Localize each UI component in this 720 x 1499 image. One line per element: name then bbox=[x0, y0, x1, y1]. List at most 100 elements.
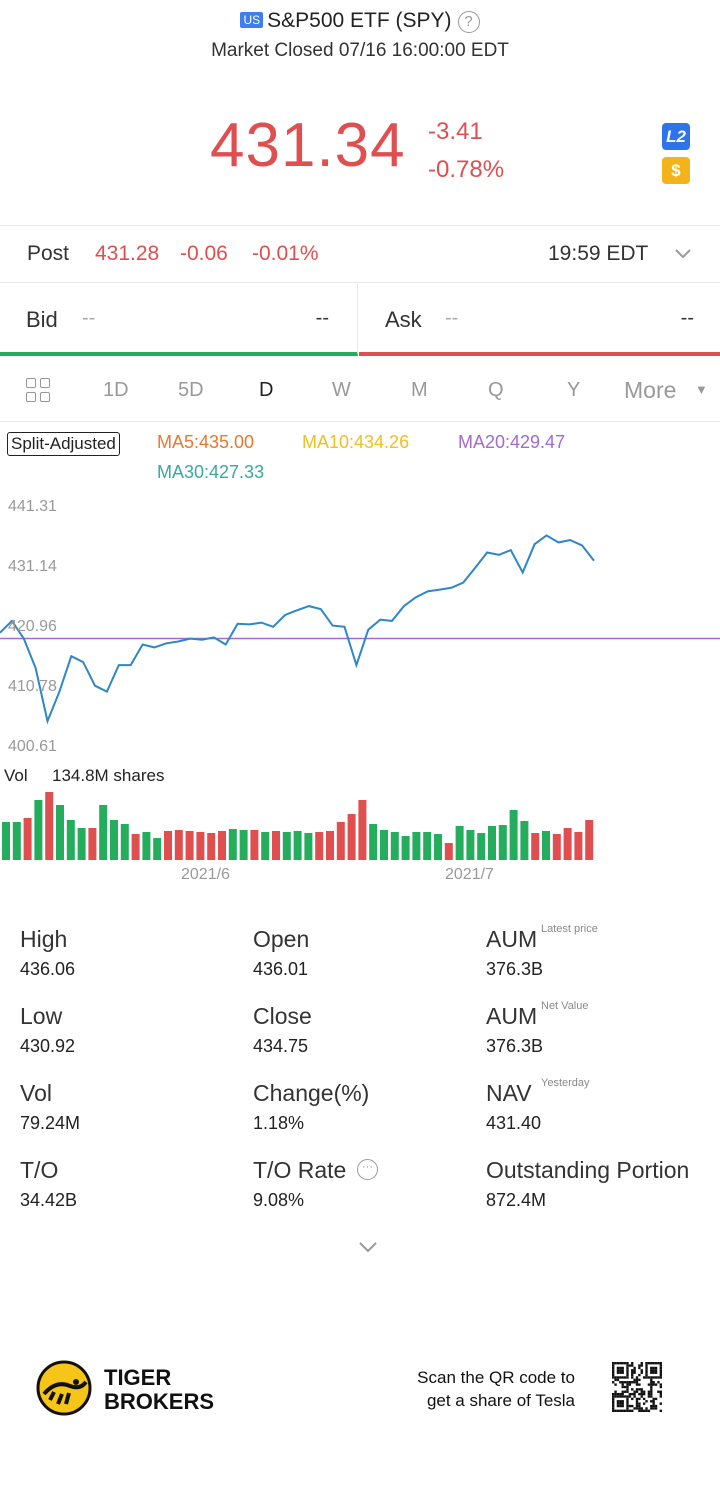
volume-bar bbox=[293, 831, 302, 860]
stat-value: 376.3B bbox=[486, 959, 544, 979]
volume-bar bbox=[218, 831, 226, 860]
volume-bar bbox=[239, 830, 248, 860]
volume-bar bbox=[142, 832, 151, 860]
volume-bar bbox=[88, 828, 97, 860]
stat-label: Change(%) bbox=[253, 1080, 370, 1106]
price-line bbox=[0, 534, 595, 725]
stat-value: 376.3B bbox=[486, 1036, 544, 1056]
header-title-row: US S&P500 ETF (SPY)? bbox=[0, 9, 720, 33]
stat-label: T/O bbox=[20, 1157, 59, 1183]
volume-bar bbox=[498, 825, 507, 860]
post-price: 431.28 bbox=[95, 242, 160, 265]
volume-bar bbox=[455, 826, 464, 860]
bid-label: Bid bbox=[26, 307, 58, 332]
volume-bar bbox=[390, 832, 399, 860]
volume-bar bbox=[196, 832, 205, 860]
post-label: Post bbox=[27, 242, 70, 265]
bid-price: -- bbox=[82, 307, 96, 329]
promo-text-line2: get a share of Tesla bbox=[426, 1391, 575, 1410]
tab-more[interactable]: More bbox=[624, 377, 677, 403]
price-chart[interactable] bbox=[0, 490, 720, 760]
volume-bar bbox=[120, 824, 129, 860]
volume-bar bbox=[401, 836, 410, 860]
volume-bar bbox=[347, 814, 356, 860]
currency-badge-icon[interactable]: $ bbox=[662, 157, 690, 184]
post-change-percent: -0.01% bbox=[252, 242, 319, 265]
volume-bar bbox=[444, 843, 453, 860]
y-tick-label: 441.31 bbox=[8, 498, 57, 515]
tab-q[interactable]: Q bbox=[488, 379, 504, 401]
chevron-down-icon[interactable] bbox=[674, 248, 692, 260]
stat-label: Vol bbox=[20, 1080, 52, 1106]
y-tick-label: 400.61 bbox=[8, 738, 57, 755]
volume-bar bbox=[56, 805, 64, 860]
volume-bar bbox=[531, 833, 540, 860]
market-status: Market Closed 07/16 16:00:00 EDT bbox=[211, 40, 509, 61]
post-market-row[interactable]: Post 431.28 -0.06 -0.01% 19:59 EDT bbox=[0, 225, 720, 283]
volume-bar bbox=[207, 833, 216, 860]
grid-layout-icon[interactable] bbox=[26, 378, 51, 403]
stat-value: 9.08% bbox=[253, 1190, 305, 1210]
volume-bar bbox=[228, 829, 237, 860]
volume-bar bbox=[250, 830, 259, 860]
level2-badge-icon[interactable]: L2 bbox=[662, 123, 690, 150]
tab-d[interactable]: D bbox=[259, 379, 274, 401]
split-adjusted-toggle[interactable]: Split-Adjusted bbox=[7, 432, 120, 456]
stat-label: T/O Rate bbox=[253, 1157, 347, 1183]
stat-label: Close bbox=[253, 1003, 312, 1029]
question-circle-icon[interactable]: ? bbox=[457, 11, 480, 33]
stat-label: AUM bbox=[486, 1003, 538, 1029]
tab-w[interactable]: W bbox=[332, 379, 351, 401]
ask-label: Ask bbox=[385, 307, 422, 332]
volume-bar bbox=[131, 834, 140, 860]
period-tab-bar: 1D 5D D W M Q Y More ▼ bbox=[0, 360, 720, 422]
brand-name-line1: TIGER bbox=[104, 1365, 172, 1390]
volume-value: 134.8M shares bbox=[52, 766, 165, 785]
post-time: 19:59 EDT bbox=[548, 242, 649, 265]
ma5-label: MA5:435.00 bbox=[157, 432, 255, 452]
volume-bar bbox=[45, 792, 54, 860]
volume-bar bbox=[466, 830, 475, 860]
stat-value: 430.92 bbox=[20, 1036, 76, 1056]
stat-value: 436.01 bbox=[253, 959, 309, 979]
ma10-label: MA10:434.26 bbox=[302, 432, 410, 452]
promo-text-line1: Scan the QR code to bbox=[417, 1368, 575, 1387]
volume-bar bbox=[563, 828, 572, 860]
tab-y[interactable]: Y bbox=[567, 379, 581, 401]
ma20-label: MA20:429.47 bbox=[458, 432, 566, 452]
volume-bar bbox=[542, 831, 550, 860]
qr-code-icon bbox=[612, 1362, 662, 1412]
volume-bar bbox=[282, 832, 291, 860]
volume-bar bbox=[110, 820, 118, 860]
more-info-icon[interactable]: ··· bbox=[357, 1159, 378, 1180]
page-title: S&P500 ETF (SPY) bbox=[267, 9, 452, 32]
brand-name-line2: BROKERS bbox=[104, 1389, 215, 1414]
volume-bar bbox=[552, 834, 561, 860]
volume-bar bbox=[336, 822, 345, 860]
stat-label: Outstanding Portion bbox=[486, 1157, 690, 1183]
volume-bar bbox=[412, 832, 421, 860]
volume-bar bbox=[66, 820, 75, 860]
volume-bar bbox=[272, 831, 280, 860]
stat-value: 431.40 bbox=[486, 1113, 542, 1133]
volume-bar bbox=[326, 831, 334, 860]
post-change: -0.06 bbox=[180, 242, 228, 265]
y-tick-label: 410.78 bbox=[8, 678, 57, 695]
stat-value: 34.42B bbox=[20, 1190, 78, 1210]
price-change: -3.41 bbox=[428, 118, 483, 145]
tab-5d[interactable]: 5D bbox=[178, 379, 204, 401]
volume-bar bbox=[423, 832, 432, 860]
volume-bar bbox=[315, 832, 324, 860]
volume-bar bbox=[477, 833, 486, 860]
stat-label: Open bbox=[253, 926, 310, 952]
tab-m[interactable]: M bbox=[411, 379, 428, 401]
volume-bar bbox=[380, 830, 388, 860]
stat-value: 79.24M bbox=[20, 1113, 81, 1133]
volume-chart[interactable] bbox=[0, 790, 720, 860]
volume-bar bbox=[12, 822, 21, 860]
caret-down-icon[interactable]: ▼ bbox=[695, 382, 708, 397]
chevron-down-expand-icon[interactable] bbox=[357, 1236, 379, 1258]
volume-bar bbox=[99, 805, 108, 860]
tab-1d[interactable]: 1D bbox=[103, 379, 129, 401]
stat-value: 1.18% bbox=[253, 1113, 305, 1133]
